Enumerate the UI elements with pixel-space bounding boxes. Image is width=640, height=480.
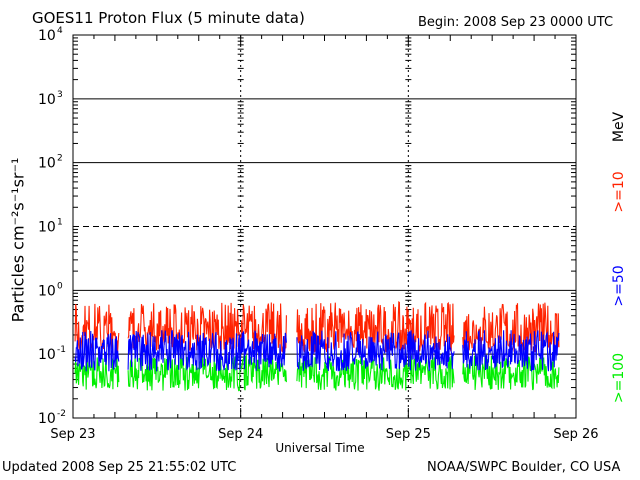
y-tick-base: 10 xyxy=(38,283,56,299)
y-tick-label: 10 4 xyxy=(38,26,63,44)
y-tick-label: 10 2 xyxy=(38,154,63,172)
y-tick-exponent: 3 xyxy=(57,90,63,100)
x-axis-label: Universal Time xyxy=(275,441,365,455)
y-tick-exponent: 0 xyxy=(57,281,63,291)
x-tick-label: Sep 26 xyxy=(553,427,598,442)
y-tick-exponent: -2 xyxy=(57,409,66,419)
begin-time: Begin: 2008 Sep 23 0000 UTC xyxy=(418,15,614,30)
plot-frame xyxy=(72,34,577,419)
y-tick-base: 10 xyxy=(38,411,56,427)
y-tick-base: 10 xyxy=(38,156,56,172)
y-tick-base: 10 xyxy=(38,220,56,236)
series-line-ge50 xyxy=(74,329,560,372)
y-tick-exponent: -1 xyxy=(57,345,66,355)
y-tick-base: 10 xyxy=(38,347,56,363)
y-tick-exponent: 1 xyxy=(57,218,63,228)
x-tick-labels: Sep 23 Sep 24 Sep 25 Sep 26 xyxy=(50,427,598,442)
y-tick-label: 10 1 xyxy=(38,218,63,236)
series-layer xyxy=(74,300,560,392)
x-tick-label: Sep 24 xyxy=(218,427,263,442)
y-tick-exponent: 4 xyxy=(57,26,63,36)
y-tick-label: 10 0 xyxy=(38,281,63,299)
axis-ticks xyxy=(72,35,577,418)
x-tick-label: Sep 23 xyxy=(50,427,95,442)
y-tick-base: 10 xyxy=(38,92,56,108)
day-dividers xyxy=(237,35,412,418)
series-line-ge10 xyxy=(74,300,560,353)
series-line-ge100 xyxy=(74,353,560,392)
chart-title: GOES11 Proton Flux (5 minute data) xyxy=(32,9,305,27)
y-tick-base: 10 xyxy=(38,28,56,44)
updated-timestamp: Updated 2008 Sep 25 21:55:02 UTC xyxy=(2,460,237,475)
y-tick-exponent: 2 xyxy=(57,154,63,164)
y-tick-label: 10 -1 xyxy=(38,345,66,363)
credit-text: NOAA/SWPC Boulder, CO USA xyxy=(427,460,621,475)
y-tick-label: 10 3 xyxy=(38,90,63,108)
x-tick-label: Sep 25 xyxy=(386,427,431,442)
y-tick-label: 10 -2 xyxy=(38,409,66,427)
